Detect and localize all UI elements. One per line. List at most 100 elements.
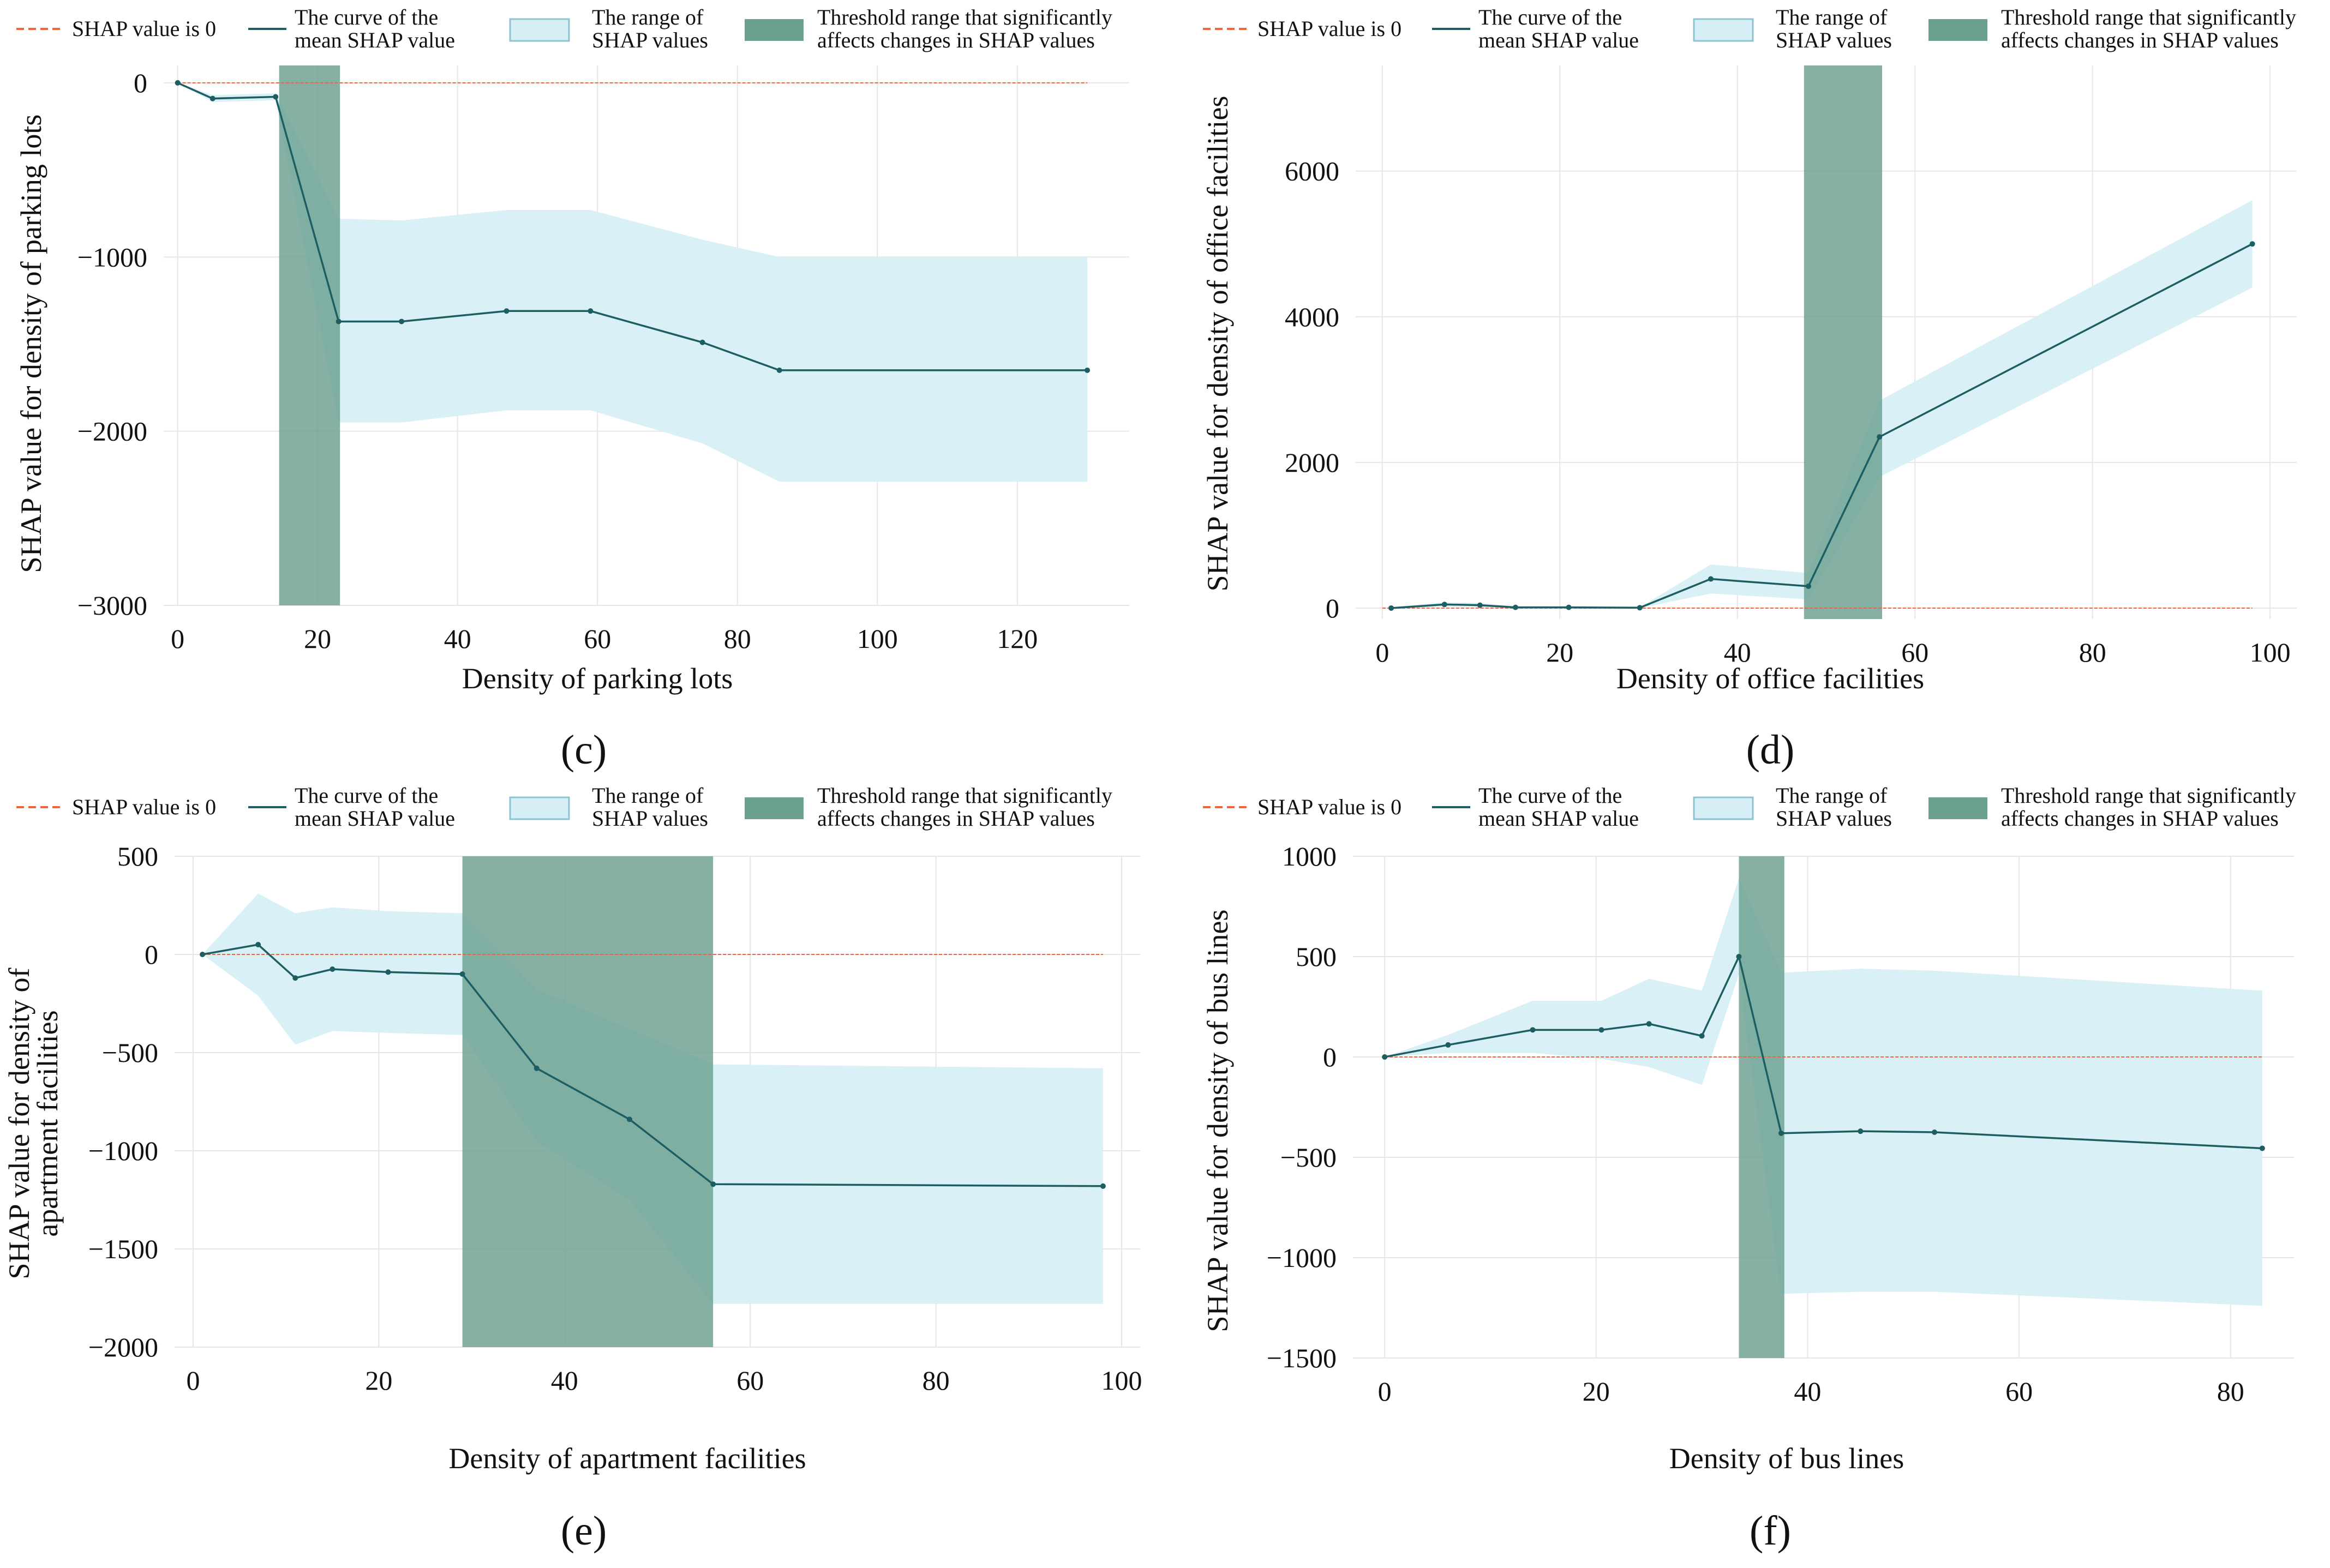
mean-shap-curve: [177, 82, 1088, 371]
y-tick-label: −3000: [77, 590, 147, 621]
x-tick-label: 100: [857, 623, 898, 654]
y-tick-label: 0: [145, 939, 158, 970]
y-tick-label: −1000: [1267, 1242, 1337, 1273]
legend-threshold-label-2: affects changes in SHAP values: [2001, 28, 2279, 52]
mean-point: [255, 942, 261, 947]
threshold-range: [1739, 856, 1784, 1358]
legend: SHAP value is 0 The curve of the mean SH…: [16, 783, 1112, 831]
x-ticks: 0 20 40 60 80 100: [1375, 637, 2290, 668]
x-tick-label: 80: [2217, 1376, 2244, 1407]
mean-point: [459, 971, 465, 977]
legend-zero-label: SHAP value is 0: [1257, 16, 1401, 41]
mean-point: [399, 319, 405, 325]
mean-point: [1736, 954, 1742, 959]
legend-range-swatch: [1693, 796, 1754, 820]
legend-range-label-1: The range of: [1776, 5, 1888, 29]
x-tick-label: 40: [444, 623, 471, 654]
panel-label: (f): [1750, 1508, 1791, 1554]
legend-threshold-swatch: [745, 19, 804, 41]
x-tick-label: 60: [736, 1365, 764, 1396]
y-tick-label: 0: [1323, 1042, 1337, 1072]
legend-mean-label-2: mean SHAP value: [295, 806, 455, 831]
shap-range-band: [177, 82, 1088, 482]
legend-mean-label-2: mean SHAP value: [1478, 806, 1639, 831]
panel-label: (c): [561, 727, 607, 773]
mean-point: [1858, 1128, 1864, 1134]
y-tick-label: 0: [134, 68, 147, 98]
x-axis-label: Density of apartment facilities: [448, 1442, 806, 1475]
mean-point: [1778, 1130, 1784, 1136]
mean-point: [1699, 1033, 1705, 1039]
legend-range-label-2: SHAP values: [1776, 28, 1892, 52]
mean-point: [292, 975, 298, 981]
mean-point: [710, 1181, 716, 1187]
mean-point: [1877, 434, 1883, 440]
mean-point: [1441, 602, 1447, 608]
y-axis-label-line-2: apartment facilities: [31, 1010, 64, 1236]
x-tick-label: 40: [551, 1365, 578, 1396]
legend-range-label-2: SHAP values: [1776, 806, 1892, 831]
mean-point: [1708, 576, 1714, 582]
legend-threshold-label-1: Threshold range that significantly: [817, 5, 1112, 29]
legend: SHAP value is 0 The curve of the mean SH…: [1203, 5, 2296, 52]
mean-point: [1646, 1021, 1652, 1027]
x-tick-label: 20: [1583, 1376, 1610, 1407]
mean-point: [1805, 583, 1811, 589]
y-axis-label: SHAP value for density of apartment faci…: [3, 968, 64, 1279]
shap-range-band: [1385, 878, 2262, 1306]
legend: SHAP value is 0 The curve of the mean SH…: [16, 5, 1112, 52]
mean-point: [2249, 241, 2255, 247]
x-tick-label: 0: [187, 1365, 200, 1396]
mean-point: [776, 367, 782, 373]
mean-point: [273, 94, 279, 100]
y-ticks: 1000 500 0 −500 −1000 −1500: [1267, 841, 1337, 1373]
panel-f: SHAP value is 0 The curve of the mean SH…: [1201, 783, 2296, 1554]
legend-zero-label: SHAP value is 0: [1257, 795, 1401, 819]
legend-range-label-1: The range of: [592, 783, 704, 808]
mean-point: [385, 969, 391, 975]
y-tick-label: −2000: [77, 416, 147, 447]
mean-point: [1512, 604, 1518, 610]
x-tick-label: 0: [1378, 1376, 1392, 1407]
x-tick-label: 80: [2079, 637, 2106, 668]
legend-zero-label: SHAP value is 0: [72, 16, 216, 41]
threshold-range: [1804, 65, 1883, 619]
y-tick-label: −1000: [88, 1136, 158, 1166]
x-tick-label: 60: [2005, 1376, 2033, 1407]
x-tick-label: 100: [1101, 1365, 1142, 1396]
mean-point: [209, 95, 215, 101]
legend-threshold-label-1: Threshold range that significantly: [817, 783, 1112, 808]
legend-mean-label-1: The curve of the: [295, 5, 438, 29]
x-tick-label: 0: [1375, 637, 1389, 668]
x-tick-label: 120: [997, 623, 1038, 654]
legend-threshold-label-2: affects changes in SHAP values: [817, 28, 1095, 52]
legend-zero-label: SHAP value is 0: [72, 795, 216, 819]
y-axis-label: SHAP value for density of office facilit…: [1201, 96, 1234, 592]
legend-threshold-swatch: [1928, 19, 1987, 41]
y-tick-label: 500: [117, 841, 158, 872]
legend-threshold-swatch: [745, 797, 804, 819]
x-tick-label: 100: [2250, 637, 2291, 668]
y-ticks: 0 −1000 −2000 −3000: [77, 68, 147, 621]
mean-point: [1445, 1042, 1451, 1048]
legend-range-label-1: The range of: [1776, 783, 1888, 808]
y-ticks: 500 0 −500 −1000 −1500 −2000: [88, 841, 158, 1362]
legend: SHAP value is 0 The curve of the mean SH…: [1203, 783, 2296, 831]
x-tick-label: 60: [584, 623, 611, 654]
mean-point: [1100, 1183, 1106, 1189]
y-axis-label: SHAP value for density of parking lots: [15, 115, 47, 573]
mean-point: [1932, 1130, 1938, 1135]
panel-label: (e): [561, 1508, 607, 1554]
mean-point: [588, 308, 594, 314]
legend-mean-label-2: mean SHAP value: [295, 28, 455, 52]
x-tick-label: 40: [1724, 637, 1751, 668]
legend-range-swatch: [509, 796, 570, 820]
y-tick-label: 2000: [1285, 447, 1339, 478]
x-tick-label: 20: [1546, 637, 1573, 668]
legend-threshold-label-2: affects changes in SHAP values: [817, 806, 1095, 831]
x-tick-label: 80: [923, 1365, 950, 1396]
mean-point: [2259, 1145, 2265, 1151]
y-tick-label: 6000: [1285, 156, 1339, 187]
mean-point: [200, 952, 206, 957]
